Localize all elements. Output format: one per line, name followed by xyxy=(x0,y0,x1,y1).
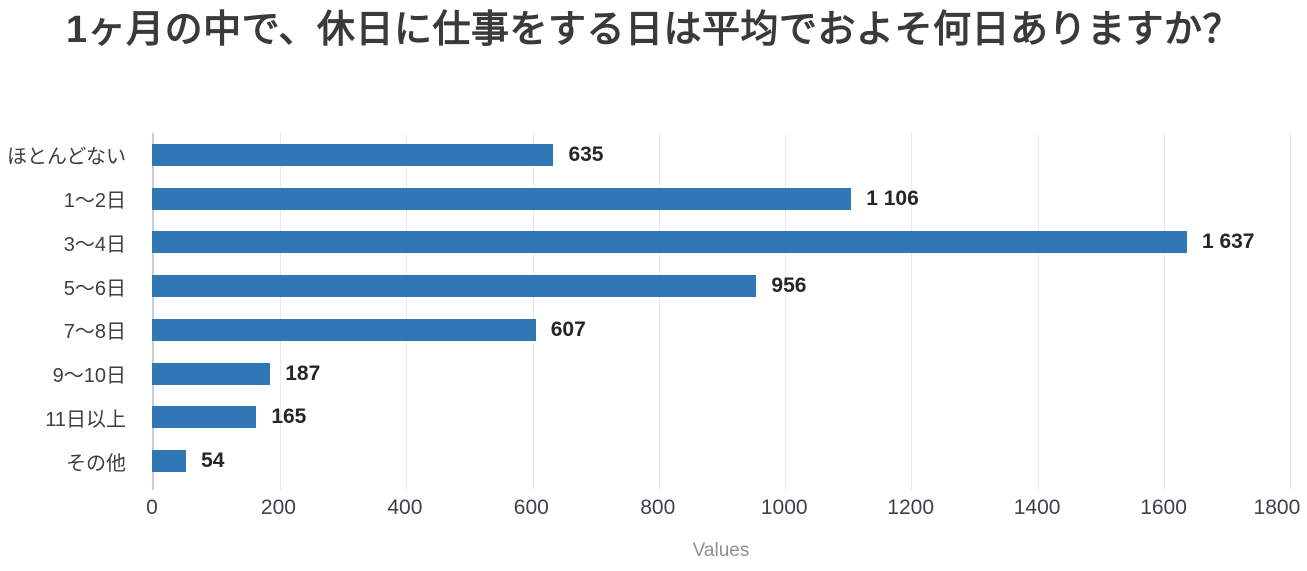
x-tick-label: 1000 xyxy=(760,496,808,519)
bar-track: 187 xyxy=(152,361,1290,385)
x-tick-label: 1600 xyxy=(1140,496,1187,519)
bar-track: 607 xyxy=(152,317,1290,341)
bar-row: その他 54 xyxy=(0,439,1307,483)
bar-track: 956 xyxy=(152,274,1290,298)
category-label: 7～8日 xyxy=(63,321,126,344)
bar[interactable] xyxy=(152,362,271,385)
x-axis-ticks: 0 200 400 600 800 1000 1200 1400 1600 1800 xyxy=(146,496,1300,524)
gridline xyxy=(406,133,408,490)
category-label: 1～2日 xyxy=(63,190,126,213)
bar-track: 54 xyxy=(152,449,1290,473)
bar[interactable] xyxy=(152,231,1187,254)
category-label: 5～6日 xyxy=(63,277,126,300)
gridline xyxy=(280,133,282,490)
gridline xyxy=(532,133,534,490)
bar[interactable] xyxy=(152,275,757,298)
x-axis-title: Values xyxy=(692,540,750,561)
bar[interactable] xyxy=(152,406,257,429)
category-label: 9～10日 xyxy=(52,365,126,388)
x-tick-label: 1200 xyxy=(887,496,935,519)
bar[interactable] xyxy=(152,187,852,210)
x-tick-label: 1400 xyxy=(1013,496,1061,519)
x-tick-label: 200 xyxy=(260,496,296,519)
gridline xyxy=(1290,133,1291,490)
gridline xyxy=(785,133,787,490)
value-label: 607 xyxy=(550,317,586,341)
bar-row: 9～10日 187 xyxy=(0,352,1307,396)
category-label: その他 xyxy=(66,452,126,475)
gridline xyxy=(911,133,913,490)
rows-layer: ほとんどない 635 1～2日 1 106 3～4日 1 637 5～6日 95… xyxy=(0,133,1307,483)
plot-area: ほとんどない 635 1～2日 1 106 3～4日 1 637 5～6日 95… xyxy=(0,133,1307,490)
x-tick-label: 800 xyxy=(640,496,676,519)
bar-row: ほとんどない 635 xyxy=(0,133,1307,177)
gridline xyxy=(658,133,660,490)
x-tick-label: 0 xyxy=(146,496,158,519)
x-tick-label: 600 xyxy=(513,496,549,519)
bar[interactable] xyxy=(152,450,187,473)
bar[interactable] xyxy=(152,318,536,341)
value-label: 165 xyxy=(271,405,307,429)
x-tick-label: 1800 xyxy=(1253,496,1301,519)
value-label: 1 637 xyxy=(1201,230,1255,254)
bar-row: 3～4日 1 637 xyxy=(0,221,1307,265)
grid-layer xyxy=(152,133,1291,490)
category-label: ほとんどない xyxy=(7,146,126,169)
bar-row: 11日以上 165 xyxy=(0,396,1307,440)
bar-row: 1～2日 1 106 xyxy=(0,177,1307,221)
chart-title: 1ヶ月の中で、休日に仕事をする日は平均でおよそ何日ありますか？ xyxy=(65,9,1242,51)
bar[interactable] xyxy=(152,143,554,166)
category-label: 11日以上 xyxy=(45,408,126,431)
value-label: 187 xyxy=(285,361,321,385)
value-label: 635 xyxy=(568,142,604,166)
bar-track: 1 106 xyxy=(152,186,1290,210)
gridline xyxy=(1163,133,1165,490)
bar-track: 1 637 xyxy=(152,230,1290,254)
bar-track: 635 xyxy=(152,142,1290,166)
bar-row: 7～8日 607 xyxy=(0,308,1307,352)
bar-track: 165 xyxy=(152,405,1290,429)
category-label: 3～4日 xyxy=(63,233,126,256)
value-label: 54 xyxy=(201,449,225,473)
value-label: 1 106 xyxy=(866,186,919,210)
bar-row: 5～6日 956 xyxy=(0,264,1307,308)
gridline xyxy=(1037,133,1039,490)
value-label: 956 xyxy=(771,274,807,298)
x-tick-label: 400 xyxy=(387,496,423,519)
